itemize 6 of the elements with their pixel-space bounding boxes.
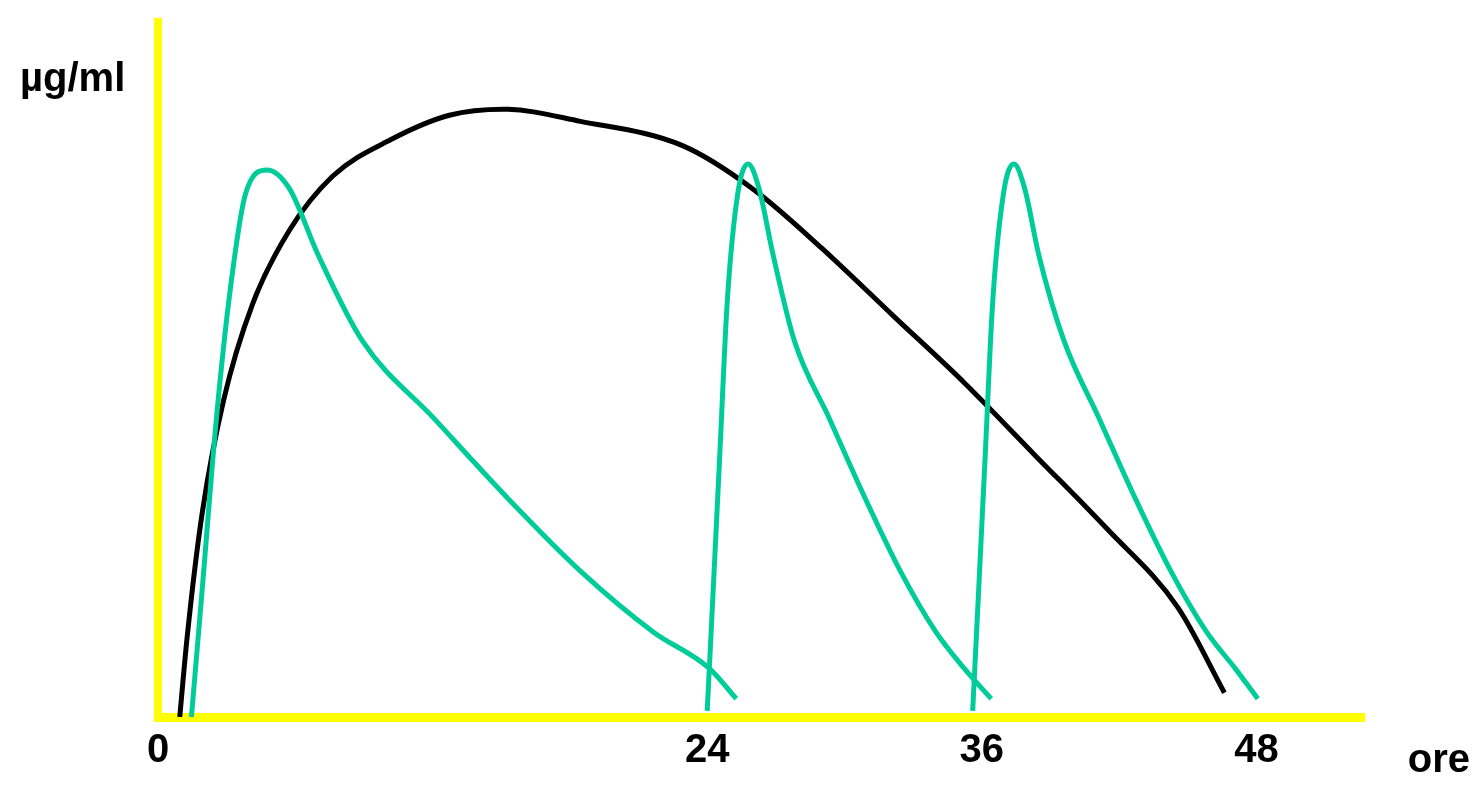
- x-tick-label: 36: [959, 726, 1005, 771]
- x-tick-label: 24: [684, 726, 731, 771]
- x-tick-label: 0: [146, 726, 170, 771]
- x-tick-label: 48: [1234, 726, 1279, 771]
- x-axis-title: ore: [1407, 736, 1470, 781]
- y-axis-title: µg/ml: [20, 55, 126, 100]
